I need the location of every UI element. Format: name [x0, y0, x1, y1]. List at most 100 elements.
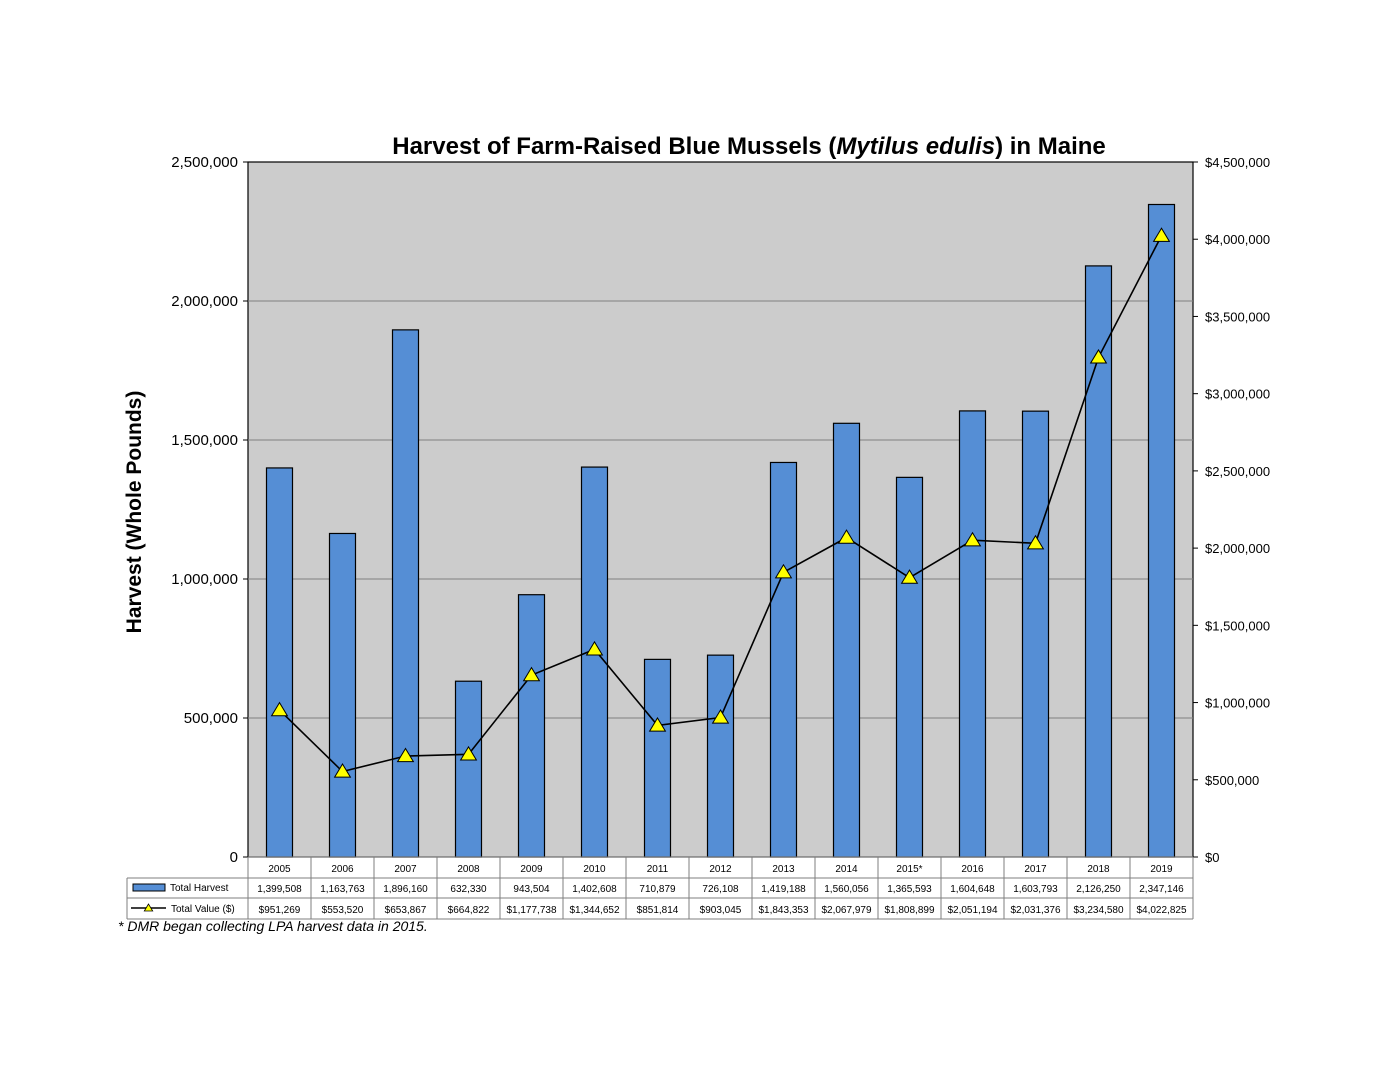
- harvest-bar: [1021, 410, 1050, 858]
- y2-tick-label: $2,000,000: [1205, 541, 1270, 556]
- value-cell: $1,808,899: [884, 905, 934, 916]
- value-cell: $2,031,376: [1010, 905, 1060, 916]
- value-marker: [1089, 348, 1108, 364]
- harvest-bar: [391, 329, 420, 858]
- y2-tick-label: $3,500,000: [1205, 309, 1270, 324]
- chart-title: Harvest of Farm-Raised Blue Mussels (Myt…: [392, 133, 1106, 160]
- value-marker: [963, 531, 982, 547]
- y-tick-label: 2,500,000: [171, 154, 238, 171]
- harvest-cell: 710,879: [639, 884, 676, 895]
- value-cell: $903,045: [700, 905, 742, 916]
- value-cell: $1,177,738: [506, 905, 556, 916]
- harvest-cell: 2,347,146: [1139, 884, 1184, 895]
- x-tick-label: 2009: [520, 864, 543, 875]
- data-table: 2005 1,399,508 $951,269 2006 1,163,763 $553,5…: [126, 856, 1194, 920]
- harvest-cell: 632,330: [450, 884, 487, 895]
- value-marker: [1026, 534, 1045, 550]
- value-marker: [837, 529, 856, 544]
- value-cell: $2,051,194: [947, 905, 997, 916]
- value-marker: [711, 709, 730, 724]
- harvest-cell: 1,560,056: [824, 884, 869, 895]
- legend-value-label: Total Value ($): [171, 904, 235, 915]
- value-marker: [774, 563, 793, 579]
- x-tick-label: 2012: [709, 864, 732, 875]
- harvest-cell: 1,163,763: [320, 884, 365, 895]
- y-tick-label: 1,500,000: [171, 432, 238, 449]
- value-cell: $951,269: [259, 905, 301, 916]
- y-axis-label: Harvest (Whole Pounds): [123, 391, 146, 634]
- value-cell: $4,022,825: [1136, 905, 1186, 916]
- harvest-cell: 943,504: [513, 884, 550, 895]
- value-cell: $851,814: [637, 905, 679, 916]
- harvest-bar: [1147, 203, 1176, 858]
- harvest-cell: 2,126,250: [1076, 884, 1121, 895]
- harvest-cell: 1,603,793: [1013, 884, 1058, 895]
- harvest-bar: [895, 476, 924, 858]
- value-cell: $2,067,979: [821, 905, 871, 916]
- value-marker: [522, 666, 541, 682]
- y2-tick-label: $2,500,000: [1205, 464, 1270, 479]
- value-marker: [900, 569, 919, 584]
- y2-tick-label: $0: [1205, 850, 1219, 865]
- x-tick-label: 2016: [961, 864, 984, 875]
- harvest-cell: 726,108: [702, 884, 739, 895]
- y2-tick-label: $3,000,000: [1205, 387, 1270, 402]
- y-tick-label: 500,000: [184, 710, 238, 727]
- x-tick-label: 2011: [647, 864, 669, 875]
- x-tick-label: 2010: [583, 864, 606, 875]
- harvest-bar: [832, 422, 861, 858]
- footnote: * DMR began collecting LPA harvest data …: [118, 918, 428, 934]
- value-marker: [1152, 227, 1171, 242]
- y2-tick-label: $4,000,000: [1205, 232, 1270, 247]
- x-tick-label: 2006: [331, 864, 354, 875]
- harvest-bar: [328, 532, 357, 858]
- harvest-cell: 1,399,508: [257, 884, 302, 895]
- harvest-cell: 1,402,608: [572, 884, 617, 895]
- value-marker: [396, 747, 415, 763]
- harvest-cell: 1,365,593: [887, 884, 932, 895]
- y2-tick-label: $4,500,000: [1205, 155, 1270, 170]
- harvest-bar: [265, 467, 294, 858]
- value-marker: [270, 701, 289, 717]
- y2-tick-label: $1,500,000: [1205, 618, 1270, 633]
- x-tick-label: 2005: [268, 864, 291, 875]
- x-tick-label: 2007: [394, 864, 417, 875]
- value-marker: [648, 716, 667, 732]
- x-tick-label: 2014: [835, 864, 858, 875]
- y-tick-label: 1,000,000: [171, 571, 238, 588]
- x-tick-label: 2017: [1024, 864, 1047, 875]
- harvest-bar: [454, 680, 483, 858]
- legend-harvest-label: Total Harvest: [170, 883, 229, 894]
- value-cell: $653,867: [385, 905, 427, 916]
- harvest-bar: [517, 594, 546, 858]
- value-cell: $1,344,652: [569, 905, 619, 916]
- harvest-bar: [643, 658, 672, 858]
- harvest-bar: [706, 654, 735, 858]
- legend-value-marker: [143, 903, 154, 912]
- y-tick-label: 0: [230, 849, 238, 866]
- x-tick-label: 2015*: [896, 864, 922, 875]
- value-cell: $1,843,353: [758, 905, 808, 916]
- x-tick-label: 2019: [1150, 864, 1173, 875]
- harvest-bar: [580, 466, 609, 858]
- y2-tick-label: $500,000: [1205, 773, 1259, 788]
- chart-title-part-3: ) in Maine: [995, 133, 1106, 160]
- chart-title-species: Mytilus edulis: [836, 133, 995, 160]
- value-cell: $664,822: [448, 905, 490, 916]
- value-cell: $553,520: [322, 905, 364, 916]
- y2-tick-label: $1,000,000: [1205, 696, 1270, 711]
- x-tick-label: 2008: [457, 864, 480, 875]
- value-marker: [585, 640, 604, 656]
- harvest-bar: [1084, 265, 1113, 858]
- value-marker: [459, 745, 478, 761]
- harvest-cell: 1,604,648: [950, 884, 995, 895]
- x-tick-label: 2013: [772, 864, 795, 875]
- chart-title-part-1: Harvest of Farm-Raised Blue Mussels (: [392, 133, 836, 160]
- legend-harvest-swatch: [132, 883, 166, 892]
- harvest-bar: [769, 461, 798, 858]
- harvest-cell: 1,419,188: [761, 884, 806, 895]
- value-marker: [333, 763, 352, 778]
- value-cell: $3,234,580: [1073, 905, 1123, 916]
- harvest-bar: [958, 410, 987, 858]
